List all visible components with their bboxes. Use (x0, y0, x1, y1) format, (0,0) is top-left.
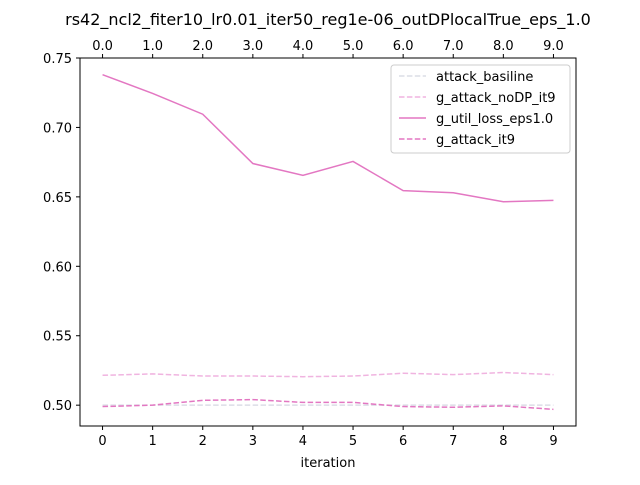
ticks-layer: 0 1 2 3 4 5 6 7 8 9 0.0 1.0 2.0 3.0 4.0 5.0 6.0 7.0 8.0 9.0… (43, 39, 564, 449)
series-line-1 (102, 371, 554, 378)
x-tick-label-bottom: 4 (299, 434, 307, 449)
x-tick-label-top: 2.0 (192, 39, 213, 54)
y-tick-label: 0.50 (43, 399, 72, 414)
x-tick-label-top: 1.0 (142, 39, 163, 54)
plot-frame (79, 57, 577, 427)
y-tick-label: 0.55 (43, 330, 72, 345)
legend-label-2: g_util_loss_eps1.0 (436, 112, 553, 127)
x-tick-label-top: 7.0 (443, 39, 464, 54)
x-tick-label-top: 6.0 (393, 39, 414, 54)
chart-title: rs42_ncl2_fiter10_lr0.01_iter50_reg1e-06… (65, 10, 591, 30)
x-tick-label-bottom: 7 (449, 434, 457, 449)
legend-label-3: g_attack_it9 (436, 133, 515, 148)
x-tick-label-bottom: 3 (249, 434, 257, 449)
y-tick-label: 0.65 (43, 191, 72, 206)
legend-label-0: attack_basiline (436, 70, 533, 85)
series-line-2 (102, 73, 554, 203)
x-tick-label-bottom: 6 (399, 434, 407, 449)
x-tick-label-bottom: 2 (199, 434, 207, 449)
series-line-3 (102, 398, 554, 411)
legend-box (390, 64, 571, 154)
x-tick-label-bottom: 0 (98, 434, 106, 449)
y-tick-label: 0.70 (43, 121, 72, 136)
x-tick-label-bottom: 8 (499, 434, 507, 449)
x-tick-label-bottom: 5 (349, 434, 357, 449)
x-axis-label: iteration (301, 456, 356, 471)
x-tick-label-top: 8.0 (493, 39, 514, 54)
x-tick-label-bottom: 9 (549, 434, 557, 449)
legend-label-1: g_attack_noDP_it9 (436, 91, 556, 106)
x-tick-label-top: 9.0 (543, 39, 564, 54)
x-tick-label-top: 0.0 (92, 39, 113, 54)
x-tick-label-top: 4.0 (293, 39, 314, 54)
x-tick-label-top: 5.0 (343, 39, 364, 54)
y-tick-label: 0.60 (43, 260, 72, 275)
y-tick-label: 0.75 (43, 52, 72, 67)
series-layer (102, 73, 554, 411)
x-tick-label-top: 3.0 (243, 39, 264, 54)
legend: attack_basiline g_attack_noDP_it9 g_util_l… (390, 64, 571, 154)
x-tick-label-bottom: 1 (149, 434, 157, 449)
